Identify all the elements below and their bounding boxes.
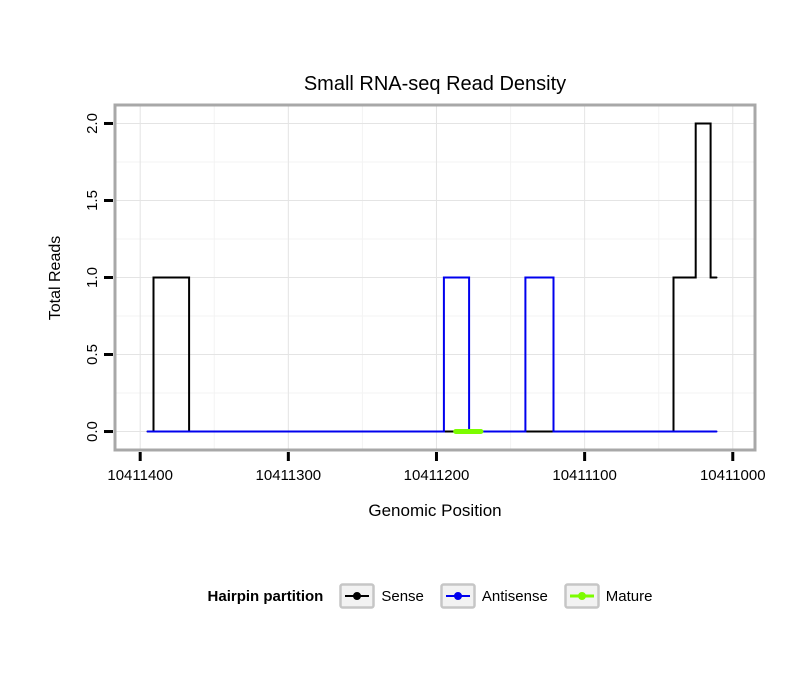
- legend-label-mature: Mature: [605, 587, 653, 605]
- legend-item-mature: Mature: [564, 583, 653, 609]
- legend-label-antisense: Antisense: [481, 587, 548, 605]
- legend-item-antisense: Antisense: [440, 583, 548, 609]
- svg-text:0.0: 0.0: [84, 421, 101, 442]
- legend-item-sense: Sense: [339, 583, 424, 609]
- legend-label-sense: Sense: [381, 587, 424, 605]
- svg-text:10411000: 10411000: [700, 467, 766, 484]
- chart-title: Small RNA-seq Read Density: [303, 73, 567, 95]
- x-axis-label: Genomic Position: [368, 501, 502, 520]
- svg-text:10411400: 10411400: [107, 467, 173, 484]
- legend-title: Hairpin partition: [207, 587, 324, 605]
- legend: Hairpin partition Sense Antisense: [25, 581, 810, 611]
- svg-text:10411300: 10411300: [256, 467, 322, 484]
- sense-legend-key-icon: [339, 583, 376, 609]
- svg-text:1.0: 1.0: [84, 267, 101, 288]
- svg-text:10411200: 10411200: [404, 467, 470, 484]
- y-axis-label: Total Reads: [47, 235, 64, 321]
- svg-text:1.5: 1.5: [84, 190, 101, 211]
- antisense-legend-key-icon: [440, 583, 476, 609]
- svg-text:10411100: 10411100: [552, 467, 617, 484]
- svg-text:0.5: 0.5: [84, 344, 101, 365]
- plot-area: 10411400 10411300 10411200 10411100 10411000…: [84, 103, 766, 484]
- svg-text:2.0: 2.0: [84, 113, 101, 134]
- mature-legend-key-icon: [564, 583, 600, 609]
